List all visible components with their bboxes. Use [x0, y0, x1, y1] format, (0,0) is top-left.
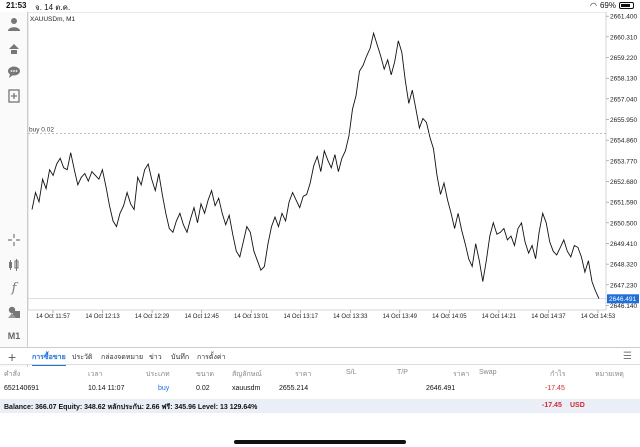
- col-profit: กำไร: [550, 371, 566, 378]
- position-row[interactable]: 652140691 10.14 11:07 buy 0.02 xauusdm 2…: [0, 385, 640, 397]
- trade-tabs-bar: + การซื้อขาย ประวัติ กล่องจดหมาย ข่าว บั…: [0, 347, 640, 366]
- row-profit: -17.45: [545, 385, 565, 392]
- balance-bar: Balance: 366.07 Equity: 348.62 หลักประกั…: [0, 399, 640, 413]
- chart-type-icon[interactable]: [4, 255, 24, 275]
- y-tick-label: 2660.310: [610, 34, 637, 41]
- row-size: 0.02: [196, 385, 210, 392]
- chat-icon[interactable]: [4, 62, 24, 82]
- x-tick-label: 14 Oct 13:33: [333, 314, 368, 320]
- plot-frame: [28, 12, 607, 311]
- x-tick-label: 14 Oct 12:29: [135, 314, 170, 320]
- tab-history[interactable]: ประวัติ: [72, 354, 93, 361]
- timeframe-button[interactable]: M1: [7, 331, 21, 341]
- col-order: คำสั่ง: [4, 371, 21, 378]
- symbol-label: XAUUSDm, M1: [30, 16, 76, 23]
- col-symbol: สัญลักษณ์: [232, 371, 262, 378]
- row-type: buy: [158, 385, 170, 392]
- col-time: เวลา: [88, 371, 103, 378]
- col-sl: S/L: [346, 369, 357, 376]
- x-tick-label: 14 Oct 12:45: [184, 314, 219, 320]
- tab-mailbox[interactable]: กล่องจดหมาย: [101, 354, 144, 361]
- col-size: ขนาด: [196, 371, 215, 378]
- total-profit: -17.45: [542, 402, 562, 409]
- x-tick-label: 14 Oct 14:53: [581, 314, 616, 320]
- col-price: ราคา: [295, 371, 312, 378]
- row-time: 10.14 11:07: [88, 385, 125, 392]
- y-tick-label: 2655.950: [610, 117, 637, 124]
- y-tick-label: 2661.400: [610, 14, 637, 21]
- y-tick-label: 2659.220: [610, 55, 637, 62]
- row-current-price: 2646.491: [426, 385, 456, 392]
- col-comment: หมายเหตุ: [595, 371, 624, 378]
- new-order-icon[interactable]: [4, 86, 24, 106]
- y-tick-label: 2648.320: [610, 262, 637, 269]
- row-order: 652140691: [4, 385, 40, 392]
- table-header: คำสั่ง เวลา ประเภท ขนาด สัญลักษณ์ ราคา S…: [0, 369, 640, 381]
- price-chart[interactable]: 2661.400 2660.310 2659.220 2658.130 2657.040…: [28, 12, 640, 367]
- y-tick-label: 2652.680: [610, 179, 637, 186]
- panel-layout-icon[interactable]: ☰: [623, 351, 632, 362]
- col-swap: Swap: [479, 369, 497, 376]
- x-tick-label: 14 Oct 13:49: [383, 314, 418, 320]
- tab-news[interactable]: ข่าว: [149, 354, 162, 361]
- account-icon[interactable]: [4, 14, 24, 34]
- profit-currency: USD: [570, 402, 585, 409]
- tab-journal[interactable]: บันทึก: [171, 354, 190, 361]
- col-current-price: ราคา: [453, 371, 470, 378]
- y-tick-label: 2657.040: [610, 96, 637, 103]
- row-symbol: xauusdm: [232, 385, 261, 392]
- status-indicators: ◠ 69%: [590, 1, 634, 10]
- objects-icon[interactable]: [4, 302, 24, 322]
- x-tick-label: 14 Oct 13:01: [234, 314, 269, 320]
- battery-percent: 69%: [599, 1, 616, 10]
- x-tick-label: 14 Oct 14:37: [531, 314, 566, 320]
- y-tick-label: 2654.860: [610, 138, 637, 145]
- tab-trade[interactable]: การซื้อขาย: [32, 352, 66, 366]
- x-tick-label: 14 Oct 14:21: [482, 314, 517, 320]
- last-price-label: 2646.491: [609, 296, 636, 303]
- price-series-line: [31, 31, 600, 299]
- y-tick-label: 2647.230: [610, 282, 637, 289]
- buy-level-label: buy 0.02: [29, 126, 54, 133]
- x-tick-label: 14 Oct 12:13: [85, 314, 120, 320]
- status-time: 21:53: [6, 1, 27, 10]
- battery-icon: [619, 2, 634, 9]
- x-tick-label: 14 Oct 11:57: [36, 314, 71, 320]
- x-tick-label: 14 Oct 14:05: [432, 314, 467, 320]
- balance-summary: Balance: 366.07 Equity: 348.62 หลักประกั…: [4, 404, 258, 411]
- tab-settings[interactable]: การตั้งค่า: [197, 354, 226, 361]
- y-tick-label: 2650.500: [610, 220, 637, 227]
- y-tick-label: 2649.410: [610, 241, 637, 248]
- status-date: จ. 14 ต.ค.: [35, 3, 71, 12]
- status-bar: 21:53 จ. 14 ต.ค. ◠ 69%: [0, 0, 640, 12]
- crosshair-icon[interactable]: [4, 230, 24, 250]
- y-tick-label: 2646.140: [610, 303, 637, 310]
- indicator-icon[interactable]: f: [11, 280, 17, 296]
- wifi-icon: ◠: [590, 1, 597, 10]
- y-tick-label: 2658.130: [610, 76, 637, 83]
- chart-svg: 2661.400 2660.310 2659.220 2658.130 2657.040…: [28, 12, 639, 320]
- y-tick-label: 2651.590: [610, 200, 637, 207]
- row-price: 2655.214: [279, 385, 309, 392]
- x-tick-label: 14 Oct 13:17: [284, 314, 319, 320]
- col-tp: T/P: [397, 369, 408, 376]
- home-indicator: [234, 440, 406, 444]
- last-price-badge: [607, 294, 639, 304]
- y-tick-label: 2653.770: [610, 158, 637, 165]
- col-type: ประเภท: [146, 371, 170, 378]
- add-icon[interactable]: +: [8, 349, 17, 365]
- left-toolbar: f M1: [0, 12, 28, 367]
- trade-icon[interactable]: [4, 38, 24, 58]
